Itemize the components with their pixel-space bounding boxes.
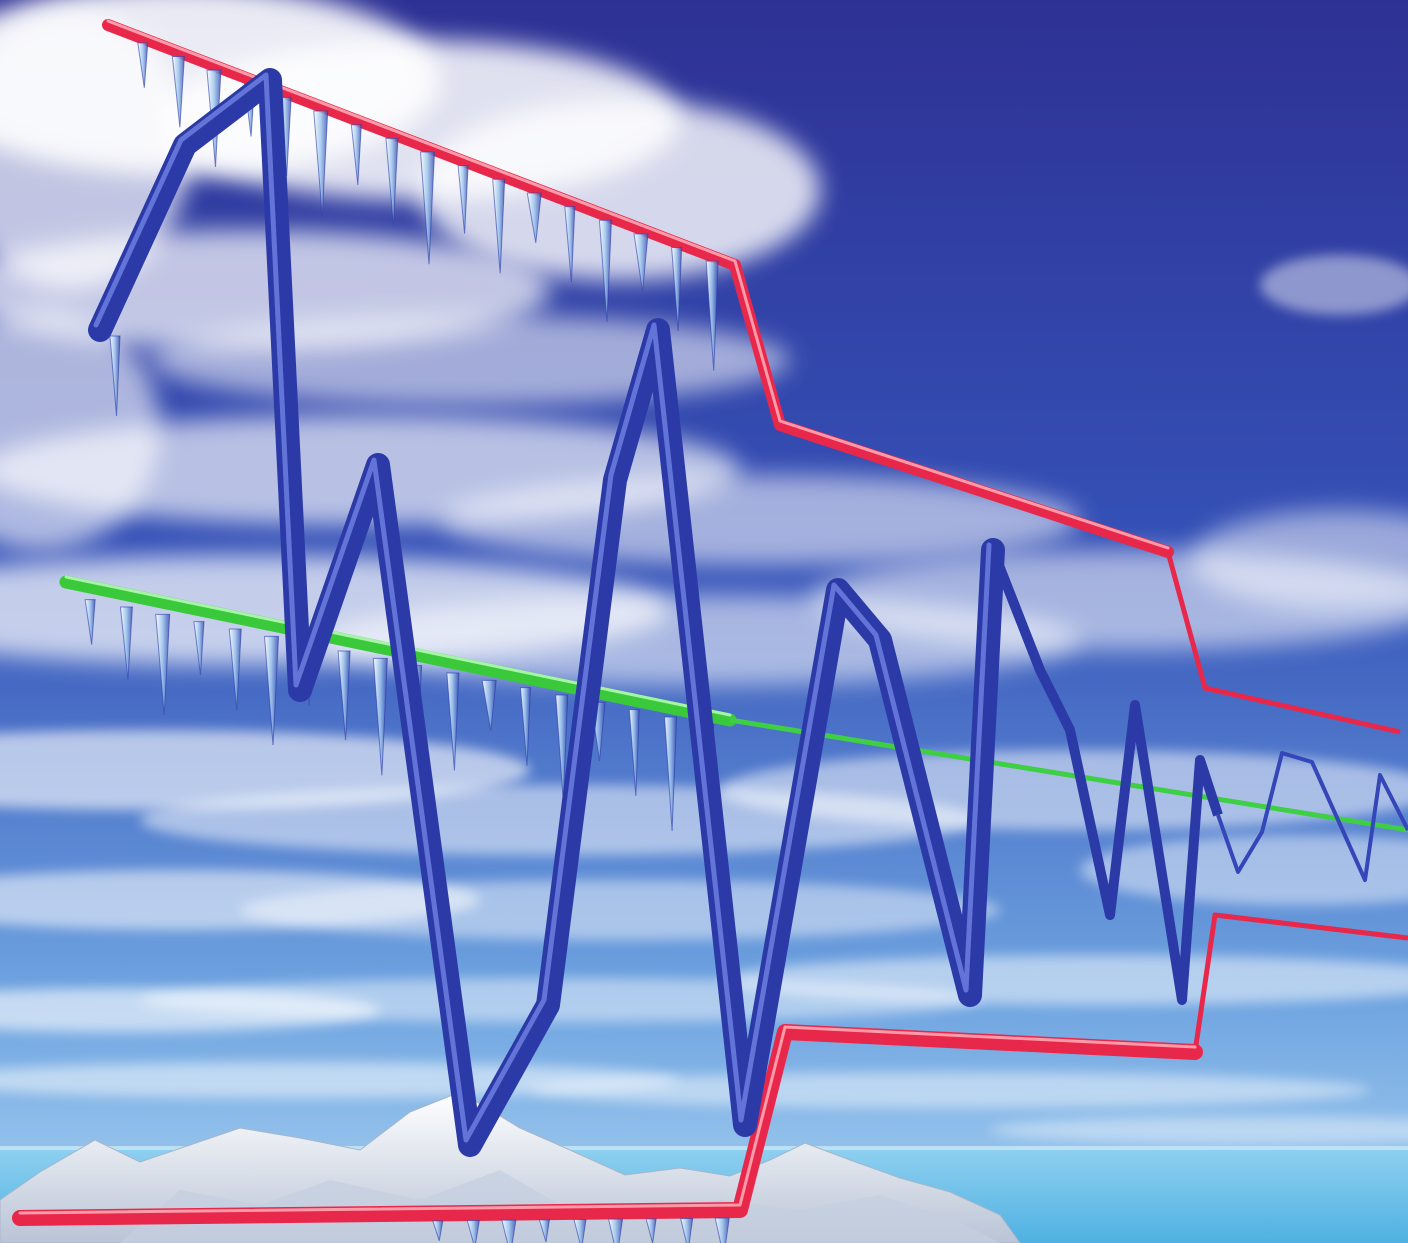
cloud [150, 315, 790, 405]
icicle [457, 165, 469, 234]
icicle [466, 1220, 480, 1243]
cloud [1260, 255, 1408, 315]
icicle [481, 679, 497, 731]
icicles [84, 42, 730, 1243]
icicle [119, 606, 133, 680]
icicle [492, 178, 506, 274]
icicle [714, 1217, 730, 1243]
icicle [664, 716, 678, 832]
icicle [671, 247, 683, 332]
icicle [645, 1218, 657, 1243]
upper-envelope-rod-thin [1165, 551, 1401, 735]
signal-waveform [88, 68, 1408, 1157]
icicle [228, 628, 242, 711]
icicle [598, 219, 612, 322]
icicle [350, 124, 362, 186]
signal-waveform-fine [1216, 751, 1408, 882]
icicle [337, 650, 351, 741]
cloud [720, 750, 1408, 830]
icicle [193, 621, 205, 675]
icicle [432, 1220, 444, 1241]
icicle [564, 206, 576, 283]
icicle [84, 599, 96, 645]
icicle [573, 1219, 587, 1243]
icicle [705, 260, 719, 371]
icicle [555, 694, 569, 801]
horizon-line [0, 1146, 1408, 1150]
cloud [720, 955, 1408, 1005]
cloud [420, 100, 820, 280]
cloud [1190, 510, 1408, 610]
icicle [171, 55, 185, 128]
cloud [530, 1072, 1370, 1108]
icicle [263, 635, 280, 746]
center-rod-thin [729, 717, 1408, 833]
lower-envelope-rod-thin [1192, 912, 1408, 1053]
icicle [313, 110, 329, 216]
icicle [538, 1219, 551, 1243]
icicle [519, 687, 531, 766]
icicle [385, 137, 399, 225]
lower-envelope-highlight [18, 1025, 1197, 1215]
cloud [990, 1116, 1408, 1144]
icicle [419, 151, 436, 265]
icicle [137, 42, 149, 88]
cloud [240, 880, 1000, 940]
icicle [633, 233, 649, 292]
signal-waveform-highlight [93, 72, 992, 1143]
icicle [501, 1219, 517, 1243]
icicle [372, 657, 388, 776]
icicle [607, 1218, 624, 1243]
upper-envelope-highlight [106, 19, 1170, 550]
icicle [155, 613, 171, 715]
signal-waveform-medium [988, 548, 1223, 1005]
icicle [109, 335, 121, 417]
icicle [446, 672, 460, 771]
cloud [0, 310, 160, 550]
icicle [526, 192, 542, 243]
icicle [680, 1218, 694, 1243]
icicle [628, 709, 640, 796]
